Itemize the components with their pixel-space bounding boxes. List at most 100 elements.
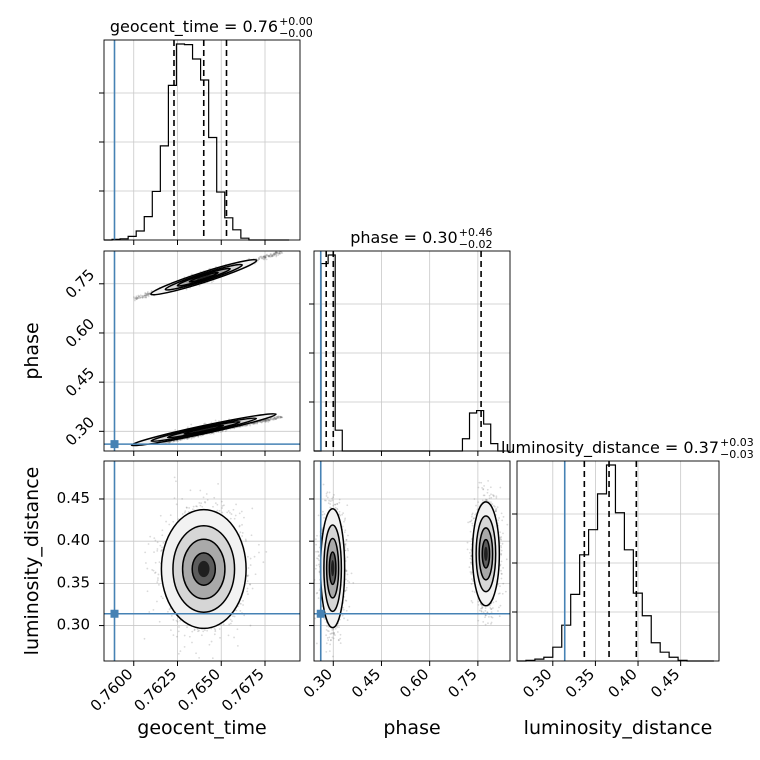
sample-point — [219, 431, 222, 434]
sample-point — [186, 426, 189, 429]
sample-point — [275, 253, 278, 256]
sample-point — [339, 633, 342, 636]
sample-point — [272, 418, 275, 421]
sample-point — [274, 418, 277, 420]
scatter-panel-geocent_time-vs-phase — [99, 250, 301, 456]
sample-point — [191, 641, 193, 644]
sample-point — [274, 418, 277, 421]
sample-point — [265, 419, 267, 422]
sample-point — [216, 509, 219, 512]
sample-point — [150, 290, 153, 292]
sample-point — [236, 644, 239, 647]
sample-point — [336, 508, 339, 511]
sample-point — [316, 550, 319, 553]
sample-point — [261, 421, 264, 423]
sample-point — [275, 251, 278, 254]
sample-point — [197, 435, 200, 438]
sample-point — [183, 634, 186, 637]
sample-point — [257, 256, 260, 259]
sample-point — [338, 498, 341, 501]
truth-marker — [110, 609, 119, 618]
sample-point — [314, 617, 316, 620]
sample-point — [275, 251, 278, 254]
hist-panel-phase: phase = 0.30 +0.46−0.02 — [309, 226, 511, 456]
sample-point — [193, 629, 196, 632]
sample-point — [269, 254, 272, 257]
sample-point — [251, 507, 254, 510]
sample-point — [214, 628, 217, 631]
sample-point — [258, 258, 261, 260]
sample-point — [138, 297, 141, 299]
sample-point — [144, 296, 146, 299]
sample-point — [279, 415, 282, 418]
sample-point — [181, 513, 184, 515]
sample-point — [254, 422, 257, 425]
sample-point — [186, 626, 188, 629]
sample-point — [154, 539, 157, 542]
sample-point — [231, 620, 233, 622]
sample-point — [144, 295, 147, 298]
sample-point — [262, 255, 265, 258]
sample-point — [327, 625, 330, 628]
sample-point — [185, 288, 188, 291]
sample-point — [200, 434, 202, 437]
sample-point — [179, 650, 182, 653]
sample-point — [152, 608, 155, 611]
sample-point — [198, 629, 200, 632]
sample-point — [267, 419, 270, 422]
sample-point — [186, 438, 189, 440]
sample-point — [175, 439, 178, 442]
panel-content — [143, 476, 268, 660]
sample-point — [168, 441, 171, 444]
sample-point — [260, 421, 263, 424]
sample-point — [281, 416, 284, 419]
sample-point — [156, 541, 159, 544]
sample-point — [134, 296, 137, 299]
sample-point — [221, 430, 224, 433]
sample-point — [344, 543, 346, 546]
sample-point — [264, 256, 267, 259]
sample-point — [277, 417, 279, 419]
sample-point — [172, 634, 175, 637]
sample-point — [270, 255, 273, 258]
sample-point — [176, 620, 179, 623]
sample-point — [345, 589, 348, 592]
sample-point — [203, 422, 205, 425]
sample-point — [136, 297, 139, 300]
sample-point — [264, 255, 267, 258]
sample-point — [279, 416, 282, 419]
sample-point — [144, 551, 147, 554]
sample-point — [193, 628, 196, 631]
sample-point — [160, 595, 163, 598]
sample-point — [265, 254, 268, 257]
sample-point — [271, 255, 274, 258]
sample-point — [137, 297, 140, 300]
sample-point — [148, 292, 150, 295]
sample-point — [185, 506, 188, 509]
sample-point — [327, 639, 330, 642]
sample-point — [279, 415, 282, 418]
sample-point — [272, 417, 275, 420]
sample-point — [144, 294, 147, 297]
sample-point — [145, 562, 147, 564]
truth-marker — [110, 440, 119, 449]
sample-point — [181, 497, 184, 500]
panel-title-geocent_time: geocent_time = 0.76 +0.00−0.00 — [110, 15, 313, 40]
sample-point — [143, 294, 146, 297]
sample-point — [267, 255, 270, 257]
sample-point — [254, 422, 257, 425]
sample-point — [146, 294, 149, 297]
sample-point — [274, 253, 277, 256]
sample-point — [264, 257, 267, 260]
sample-point — [275, 254, 278, 257]
sample-point — [270, 418, 272, 420]
sample-point — [274, 416, 276, 419]
sample-point — [277, 252, 280, 255]
sample-point — [274, 253, 277, 255]
sample-point — [263, 256, 266, 259]
sample-point — [206, 629, 209, 632]
sample-point — [135, 297, 138, 300]
sample-point — [195, 652, 197, 655]
sample-point — [274, 251, 277, 254]
sample-point — [147, 294, 150, 296]
